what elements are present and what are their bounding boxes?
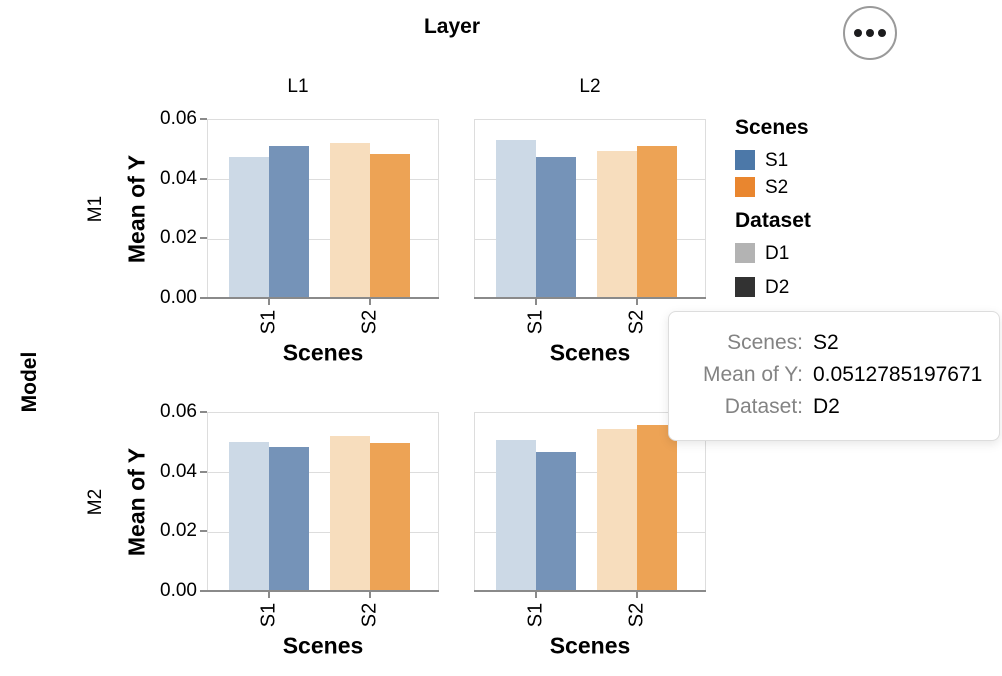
x-axis-line [207, 297, 439, 299]
x-tick-label-S1: S1 [524, 309, 546, 335]
gridline [208, 472, 438, 473]
y-tick [200, 530, 207, 533]
bar-M2-L1-S2-D1[interactable] [330, 435, 370, 591]
facet-col-title: Layer [423, 15, 481, 38]
x-axis-title: Scenes [282, 632, 364, 659]
tooltip-value: D2 [813, 395, 840, 418]
tooltip-value: 0.0512785197671 [813, 363, 983, 386]
y-tick-label: 0.06 [160, 108, 197, 129]
legend-swatch-D2 [735, 277, 755, 297]
bar-M2-L1-S2-D2[interactable] [370, 442, 410, 591]
x-axis-title: Scenes [549, 632, 631, 659]
gridline [475, 239, 705, 240]
y-tick-label: 0.00 [160, 287, 197, 308]
tooltip-row: Dataset: D2 [681, 391, 989, 423]
facet-col-header-L1: L1 [287, 76, 309, 97]
ellipsis-icon [854, 29, 886, 37]
tooltip: Scenes: S2 Mean of Y: 0.0512785197671 Da… [668, 311, 1000, 441]
x-axis-line [474, 297, 706, 299]
x-tick [368, 299, 371, 305]
y-tick-label: 0.04 [160, 460, 197, 482]
x-tick [267, 299, 270, 305]
x-tick-label-S2: S2 [625, 309, 647, 335]
x-axis-title: Scenes [282, 339, 364, 366]
facet-col-header-L2: L2 [579, 76, 601, 97]
facet-plot-M2-L2 [474, 412, 706, 591]
gridline [475, 532, 705, 533]
y-tick-label: 0.04 [160, 167, 197, 189]
tooltip-key: Scenes: [727, 331, 803, 354]
y-tick [200, 237, 207, 240]
x-tick [635, 592, 638, 598]
legend-title-scenes: Scenes [735, 116, 809, 139]
y-tick [200, 297, 207, 299]
bar-M1-L1-S1-D1[interactable] [229, 157, 269, 298]
y-tick [200, 177, 207, 180]
x-tick [267, 592, 270, 598]
bar-M2-L1-S1-D2[interactable] [269, 446, 309, 591]
bar-M1-L2-S2-D2[interactable] [637, 145, 677, 298]
legend-title-dataset: Dataset [735, 209, 811, 232]
facet-row-header-M2: M2 [85, 488, 106, 515]
facet-row-header-M1: M1 [85, 195, 106, 222]
bar-M1-L2-S2-D1[interactable] [597, 150, 637, 298]
legend-swatch-S2 [735, 177, 755, 197]
tooltip-row: Mean of Y: 0.0512785197671 [681, 359, 989, 391]
gridline [208, 532, 438, 533]
x-tick-label-S2: S2 [358, 309, 380, 335]
facet-row-title: Model [18, 351, 41, 413]
bar-M1-L1-S2-D2[interactable] [370, 154, 410, 298]
gridline [475, 179, 705, 180]
bar-M1-L1-S2-D1[interactable] [330, 142, 370, 298]
tooltip-key: Mean of Y: [702, 363, 803, 386]
x-tick-label-S2: S2 [625, 602, 647, 628]
y-tick [200, 590, 207, 592]
legend-label-S1: S1 [765, 150, 789, 171]
x-tick [534, 592, 537, 598]
tooltip-key: Dataset: [724, 395, 803, 418]
tooltip-row: Scenes: S2 [681, 327, 989, 359]
facet-plot-M1-L2 [474, 119, 706, 298]
y-tick [200, 470, 207, 473]
x-tick-label-S1: S1 [257, 309, 279, 335]
bar-M2-L1-S1-D1[interactable] [229, 442, 269, 591]
bar-M1-L2-S1-D2[interactable] [536, 157, 576, 298]
x-tick-label-S1: S1 [524, 602, 546, 628]
x-axis-line [474, 590, 706, 592]
legend-swatch-S1 [735, 150, 755, 170]
y-tick-label: 0.06 [160, 401, 197, 422]
x-axis-title: Scenes [549, 339, 631, 366]
facet-plot-M2-L1 [207, 412, 439, 591]
gridline [208, 179, 438, 180]
y-tick-label: 0.02 [160, 227, 197, 249]
gridline [208, 239, 438, 240]
x-axis-line [207, 590, 439, 592]
legend-label-S2: S2 [765, 177, 789, 198]
x-tick-label-S1: S1 [257, 602, 279, 628]
bar-M2-L2-S2-D2[interactable] [637, 424, 677, 591]
y-tick-label: 0.00 [160, 580, 197, 601]
x-tick-label-S2: S2 [358, 602, 380, 628]
bar-M2-L2-S1-D2[interactable] [536, 451, 576, 591]
legend-label-D2: D2 [765, 277, 790, 298]
x-tick [368, 592, 371, 598]
bar-M2-L2-S1-D1[interactable] [496, 440, 536, 591]
bar-M1-L2-S1-D1[interactable] [496, 140, 536, 298]
y-tick [200, 411, 207, 413]
tooltip-value: S2 [813, 331, 839, 354]
gridline [475, 472, 705, 473]
y-tick-label: 0.02 [160, 520, 197, 542]
bar-M2-L2-S2-D1[interactable] [597, 428, 637, 591]
legend-label-D1: D1 [765, 243, 790, 264]
x-tick [534, 299, 537, 305]
facet-plot-M1-L1 [207, 119, 439, 298]
x-tick [635, 299, 638, 305]
bar-M1-L1-S1-D2[interactable] [269, 146, 309, 298]
options-button[interactable] [843, 6, 897, 60]
legend-swatch-D1 [735, 243, 755, 263]
y-tick [200, 118, 207, 120]
